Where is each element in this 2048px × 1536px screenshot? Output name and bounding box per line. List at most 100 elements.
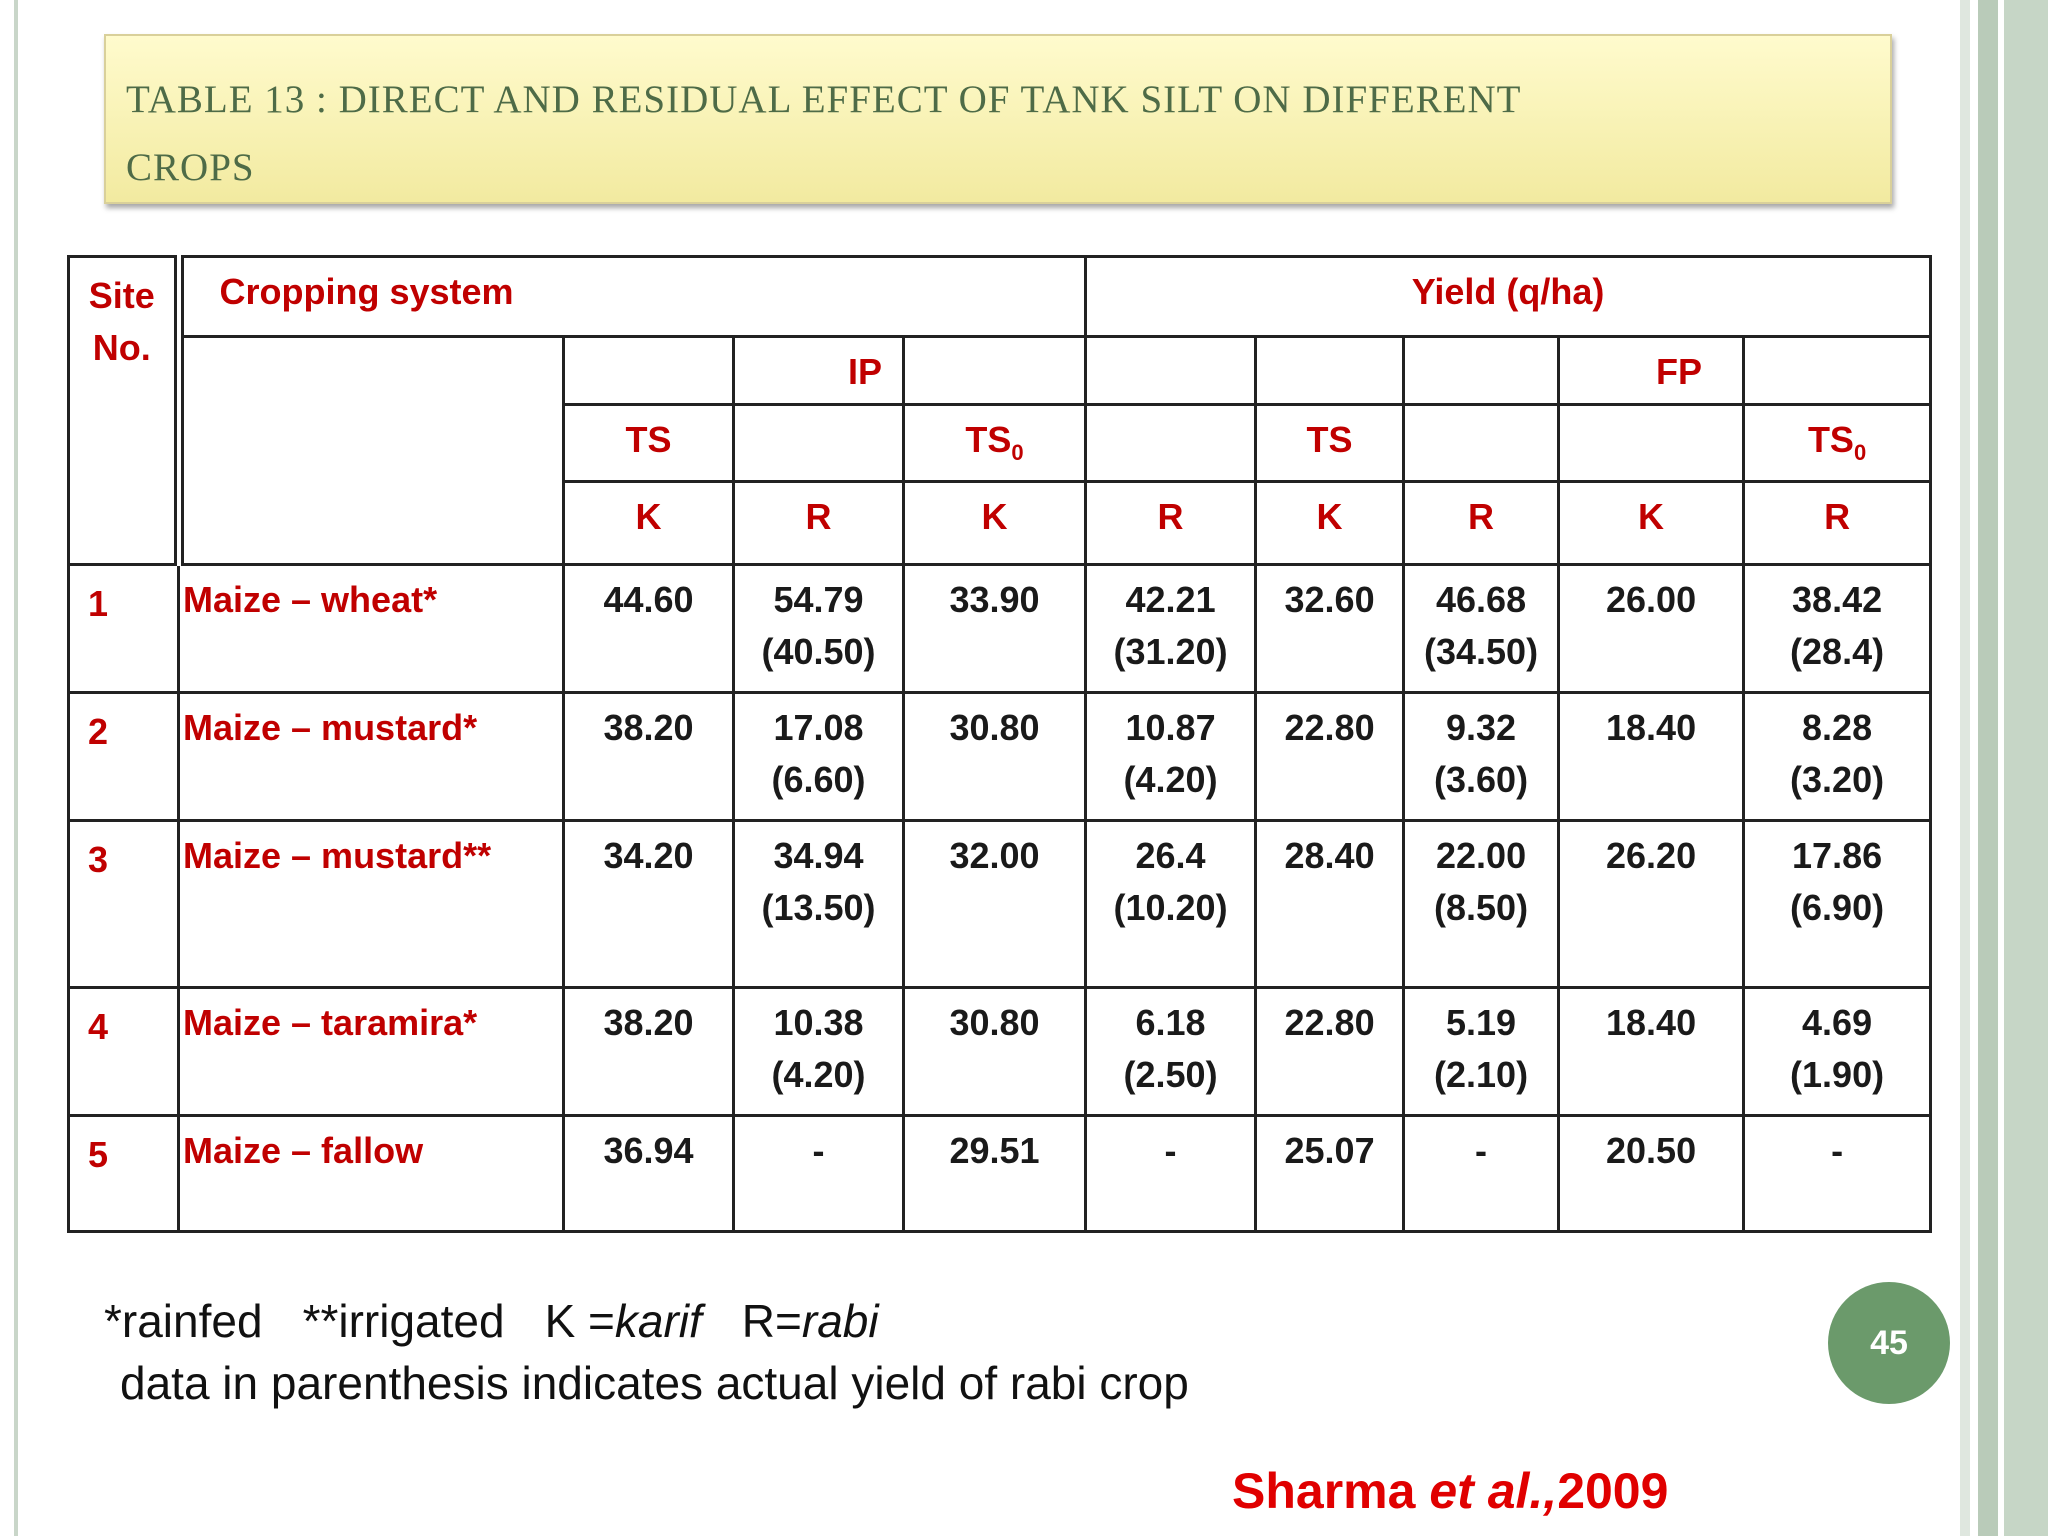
- table-row: 1 Maize – wheat* 44.60 54.79 (40.50) 33.90 42.…: [67, 563, 1933, 694]
- cell-cropping-system: Maize – mustard**: [177, 819, 565, 989]
- yield-value: 28.40: [1284, 835, 1375, 876]
- slide-border-band: [2004, 0, 2048, 1536]
- cell-yield-value: 22.80: [1254, 986, 1406, 1117]
- yield-value: 38.20: [603, 707, 694, 748]
- cell-yield-value: 33.90: [901, 563, 1088, 694]
- footnote-line-1: *rainfed **irrigated K =karif R=rabi: [104, 1290, 1189, 1352]
- actual-yield-value: (28.4): [1790, 631, 1885, 672]
- header-blank: [177, 335, 565, 566]
- header-fp-label: FP: [1656, 351, 1703, 392]
- cell-yield-value: 30.80: [901, 986, 1088, 1117]
- header-site-no-label: Site No.: [88, 275, 155, 368]
- actual-yield-value: (2.10): [1434, 1054, 1529, 1095]
- cell-yield-value: 26.20: [1557, 819, 1746, 989]
- yield-value: 34.94: [773, 835, 864, 876]
- actual-yield-value: (6.90): [1790, 887, 1885, 928]
- header-cropping-system: Cropping system: [176, 255, 1088, 338]
- yield-value: 22.00: [1436, 835, 1527, 876]
- yield-value: 9.32: [1446, 707, 1517, 748]
- table-header-row: TS TS0 TS TS0: [69, 403, 1933, 483]
- header-ts: TS: [1254, 403, 1406, 483]
- header-blank: [1742, 335, 1933, 406]
- yield-value: -: [1831, 1130, 1844, 1171]
- cell-yield-value: -: [732, 1114, 905, 1233]
- cell-yield-value: 22.80: [1254, 691, 1406, 822]
- cell-yield-value: 8.28 (3.20): [1742, 691, 1933, 822]
- header-blank: [1402, 335, 1561, 406]
- header-r: R: [1742, 480, 1933, 566]
- cell-site-no: 1: [67, 563, 180, 694]
- header-ip: IP: [732, 335, 905, 406]
- cell-yield-value: 32.60: [1254, 563, 1406, 694]
- yield-value: -: [1164, 1130, 1177, 1171]
- header-blank: [1084, 403, 1258, 483]
- cell-yield-value: 36.94: [562, 1114, 735, 1233]
- yield-value: 32.00: [949, 835, 1040, 876]
- actual-yield-value: (8.50): [1434, 887, 1529, 928]
- header-k-label: K: [1316, 496, 1343, 537]
- header-blank: [732, 403, 905, 483]
- footnote-rainfed: *rainfed: [104, 1295, 263, 1347]
- citation-year: 2009: [1557, 1463, 1669, 1519]
- yield-value: 42.21: [1125, 579, 1216, 620]
- header-k-label: K: [1638, 496, 1665, 537]
- header-ts0-subscript: 0: [1853, 440, 1867, 466]
- slide-title: Table 13 : Direct and residual effect of…: [126, 66, 1870, 202]
- actual-yield-value: (2.50): [1123, 1054, 1218, 1095]
- yield-value: 18.40: [1606, 1002, 1697, 1043]
- cell-cropping-system: Maize – fallow: [177, 1114, 565, 1233]
- slide-number-badge: 45: [1828, 1282, 1950, 1404]
- header-ts0-label: TS: [965, 419, 1012, 460]
- cell-yield-value: 42.21 (31.20): [1084, 563, 1258, 694]
- yield-value: 25.07: [1284, 1130, 1375, 1171]
- yield-table: Site No. Cropping system Yield (q/ha) IP…: [67, 255, 1933, 1233]
- yield-value: 26.20: [1606, 835, 1697, 876]
- yield-value: 44.60: [603, 579, 694, 620]
- footnote-k-term: karif: [614, 1295, 702, 1347]
- header-ts0-label: TS: [1807, 419, 1854, 460]
- header-ts: TS: [562, 403, 735, 483]
- cell-yield-value: 18.40: [1557, 691, 1746, 822]
- header-ts0: TS0: [901, 403, 1088, 483]
- header-blank: [1084, 335, 1258, 406]
- header-r: R: [732, 480, 905, 566]
- footnote-r-term: rabi: [801, 1295, 879, 1347]
- yield-value: 20.50: [1606, 1130, 1697, 1171]
- yield-value: 46.68: [1436, 579, 1527, 620]
- yield-value: 36.94: [603, 1130, 694, 1171]
- cell-yield-value: 46.68 (34.50): [1402, 563, 1561, 694]
- header-blank: [562, 335, 735, 406]
- cell-site-no: 5: [67, 1114, 180, 1233]
- cell-yield-value: 22.00 (8.50): [1402, 819, 1561, 989]
- cell-yield-value: 54.79 (40.50): [732, 563, 905, 694]
- footnotes: *rainfed **irrigated K =karif R=rabi data i…: [104, 1290, 1189, 1414]
- yield-value: 38.42: [1792, 579, 1883, 620]
- header-k: K: [562, 480, 735, 566]
- footnote-k-prefix: K =: [544, 1295, 615, 1347]
- actual-yield-value: (40.50): [761, 631, 876, 672]
- slide-border-band: [1970, 0, 1978, 1536]
- actual-yield-value: (10.20): [1113, 887, 1228, 928]
- cell-yield-value: 34.94 (13.50): [732, 819, 905, 989]
- yield-value: 32.60: [1284, 579, 1375, 620]
- yield-value: 29.51: [949, 1130, 1040, 1171]
- header-blank: [1557, 403, 1746, 483]
- header-ts0: TS0: [1742, 403, 1933, 483]
- cell-yield-value: 28.40: [1254, 819, 1406, 989]
- footnote-line-2: data in parenthesis indicates actual yie…: [120, 1357, 1189, 1409]
- yield-value: 22.80: [1284, 707, 1375, 748]
- header-r-label: R: [1157, 496, 1184, 537]
- yield-value: 34.20: [603, 835, 694, 876]
- table-row: 3 Maize – mustard** 34.20 34.94 (13.50) 32.00…: [67, 819, 1933, 989]
- header-blank: [1402, 403, 1561, 483]
- actual-yield-value: (3.20): [1790, 759, 1885, 800]
- cell-yield-value: 20.50: [1557, 1114, 1746, 1233]
- header-k: K: [1557, 480, 1746, 566]
- yield-value: 30.80: [949, 707, 1040, 748]
- slide-border-band: [1998, 0, 2004, 1536]
- cell-cropping-system: Maize – wheat*: [177, 563, 565, 694]
- cell-yield-value: 44.60: [562, 563, 735, 694]
- header-cropping-system-label: Cropping system: [219, 271, 514, 312]
- cell-site-no: 2: [67, 691, 180, 822]
- cell-yield-value: 38.42 (28.4): [1742, 563, 1933, 694]
